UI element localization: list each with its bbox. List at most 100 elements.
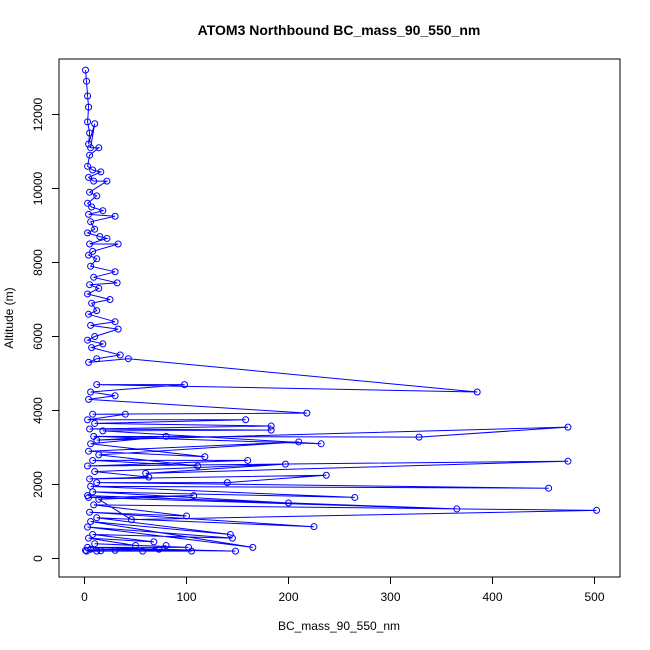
data-point	[111, 212, 119, 220]
data-point	[113, 279, 121, 287]
data-point	[93, 355, 101, 363]
data-point	[88, 203, 96, 211]
data-point	[201, 453, 209, 461]
data-point	[453, 505, 461, 513]
data-point	[93, 514, 101, 522]
y-tick-label: 6000	[31, 323, 45, 350]
series-line	[85, 70, 597, 552]
data-point	[82, 546, 90, 554]
data-point	[87, 321, 95, 329]
data-point	[99, 340, 107, 348]
data-point	[91, 419, 99, 427]
data-point	[85, 395, 93, 403]
data-point	[249, 543, 257, 551]
data-point	[114, 325, 122, 333]
data-point	[473, 388, 481, 396]
data-point	[242, 416, 250, 424]
data-point	[84, 462, 92, 470]
data-point	[90, 501, 98, 509]
data-point	[223, 479, 231, 487]
data-point	[85, 210, 93, 218]
data-point	[88, 344, 96, 352]
data-point	[86, 475, 94, 483]
data-point	[91, 333, 99, 340]
data-point	[180, 381, 188, 389]
data-point	[85, 310, 93, 318]
data-point	[90, 177, 98, 185]
data-point	[86, 188, 94, 196]
data-point	[87, 518, 95, 525]
data-point	[86, 240, 94, 248]
y-axis: 0 2000 4000 6000 8000 10000 12000	[31, 97, 60, 562]
data-point	[87, 545, 95, 553]
data-point	[155, 545, 163, 553]
y-tick-label: 8000	[31, 249, 45, 276]
data-point	[593, 506, 601, 514]
x-axis: 0 100 200 300 400 500	[81, 576, 605, 604]
x-axis-label: BC_mass_90_550_nm	[278, 619, 400, 633]
data-point	[89, 488, 97, 496]
data-point	[231, 547, 239, 555]
data-point	[84, 290, 92, 298]
data-point	[545, 484, 553, 492]
data-point	[85, 534, 93, 542]
data-point	[85, 173, 93, 181]
data-point	[91, 120, 99, 128]
data-point	[82, 66, 90, 74]
data-point	[244, 456, 252, 464]
data-point	[116, 351, 124, 359]
data-point	[127, 516, 135, 524]
data-point	[84, 118, 92, 126]
data-point	[162, 542, 170, 550]
data-layer	[82, 66, 601, 555]
data-point	[188, 547, 196, 555]
data-point	[93, 436, 101, 444]
data-point	[106, 296, 114, 303]
data-point	[194, 462, 202, 470]
data-point	[93, 192, 101, 200]
data-point	[89, 530, 97, 538]
data-point	[103, 177, 111, 185]
data-point	[89, 456, 97, 464]
data-point	[87, 388, 95, 396]
data-point	[89, 410, 97, 418]
data-point	[85, 447, 93, 455]
data-point	[93, 307, 101, 315]
data-point	[83, 77, 91, 85]
data-point	[111, 546, 119, 554]
x-tick-label: 0	[81, 590, 88, 604]
data-point	[96, 233, 104, 241]
data-point	[97, 168, 105, 176]
data-point	[310, 523, 318, 531]
y-axis-label: Altitude (m)	[2, 287, 16, 348]
data-point	[99, 427, 107, 435]
data-point	[93, 479, 101, 487]
y-tick-label: 4000	[31, 397, 45, 424]
data-point	[228, 534, 236, 542]
data-point	[183, 512, 190, 520]
data-point	[85, 493, 93, 501]
data-point	[95, 144, 103, 152]
x-tick-label: 500	[584, 590, 604, 604]
data-point	[83, 547, 91, 555]
data-point	[281, 460, 289, 468]
data-point	[162, 432, 170, 440]
chart-title: ATOM3 Northbound BC_mass_90_550_nm	[198, 22, 481, 38]
data-point	[295, 438, 303, 446]
x-tick-label: 400	[482, 590, 502, 604]
data-point	[84, 416, 92, 424]
data-point	[87, 262, 95, 270]
data-point	[86, 129, 94, 137]
data-point	[564, 423, 572, 431]
data-point	[93, 547, 101, 555]
data-point	[97, 547, 105, 555]
data-point	[84, 336, 92, 344]
data-point	[114, 240, 122, 248]
data-point	[91, 468, 99, 476]
data-point	[85, 358, 93, 366]
data-point	[145, 473, 153, 481]
y-tick-label: 2000	[31, 471, 45, 498]
y-tick-label: 0	[31, 555, 45, 562]
data-point	[91, 540, 99, 548]
